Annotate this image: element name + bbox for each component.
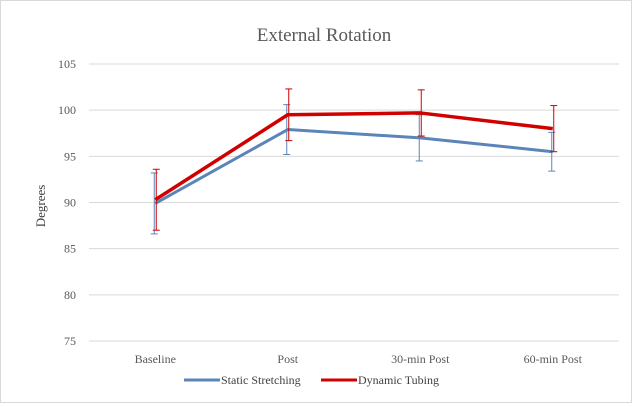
- series-layer: [150, 88, 558, 235]
- legend-item: Dynamic Tubing: [321, 373, 439, 387]
- legend-label: Dynamic Tubing: [358, 373, 439, 387]
- error-bar: [550, 105, 558, 153]
- series-line-1: [154, 128, 553, 205]
- legend-label: Static Stretching: [221, 373, 301, 387]
- x-tick-label: 60-min Post: [524, 352, 583, 366]
- y-tick-label: 85: [64, 242, 76, 256]
- series-line-2: [154, 111, 553, 202]
- y-axis-ticks: 75 80 85 90 95 100 105: [58, 57, 76, 348]
- error-bar: [152, 168, 160, 231]
- y-axis-label: Degrees: [33, 185, 48, 228]
- y-tick-label: 105: [58, 57, 76, 71]
- grid-layer: [89, 63, 619, 342]
- legend-item: Static Stretching: [184, 373, 301, 387]
- y-tick-label: 75: [64, 334, 76, 348]
- y-tick-label: 80: [64, 288, 76, 302]
- x-tick-label: 30-min Post: [391, 352, 450, 366]
- y-tick-label: 90: [64, 196, 76, 210]
- y-tick-label: 95: [64, 149, 76, 163]
- error-bar: [417, 89, 425, 137]
- chart-title: External Rotation: [257, 25, 392, 46]
- y-tick-label: 100: [58, 103, 76, 117]
- error-bar: [285, 88, 293, 142]
- legend: Static Stretching Dynamic Tubing: [184, 373, 439, 387]
- x-axis-ticks: Baseline Post 30-min Post 60-min Post: [135, 352, 583, 366]
- x-tick-label: Post: [277, 352, 298, 366]
- x-tick-label: Baseline: [135, 352, 176, 366]
